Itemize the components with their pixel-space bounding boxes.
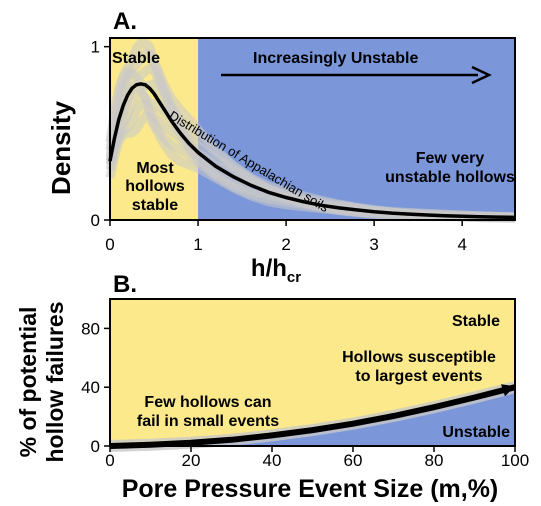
panel-a: 0 1 2 3 401 A. Stable Increasingly Unstable …: [46, 8, 516, 286]
x-tick-label-b-1: 20: [182, 451, 201, 470]
most-hollows-line3: stable: [132, 197, 178, 214]
x-tick-label-a-4: 4: [457, 235, 466, 254]
y-tick-label-b-2: 80: [81, 319, 100, 338]
few-unstable-line2: unstable hollows: [385, 169, 515, 186]
y-axis-title-b-line1: % of potential: [15, 307, 41, 458]
few-hollows-line2: fail in small events: [137, 413, 279, 430]
x-tick-label-a-1: 1: [193, 235, 202, 254]
x-axis-title-a-main: h/h: [251, 255, 287, 282]
x-tick-label-b-2: 40: [263, 451, 282, 470]
y-axis-title-a: Density: [46, 101, 76, 195]
unstable-region-b: [110, 387, 515, 446]
x-tick-label-a-2: 2: [281, 235, 290, 254]
most-hollows-line2: hollows: [125, 178, 185, 195]
y-axis-title-b-line2: hollow failures: [42, 301, 68, 462]
unstable-arrow-head: [471, 65, 492, 85]
x-tick-label-a-3: 3: [369, 235, 378, 254]
y-tick-label-b-1: 40: [81, 378, 100, 397]
x-axis-title-a: h/hcr: [251, 255, 301, 286]
unstable-arrow-label: Increasingly Unstable: [253, 50, 418, 67]
unstable-label-b: Unstable: [442, 424, 510, 441]
few-hollows-line1: Few hollows can: [144, 394, 271, 411]
soil-distribution-curve: [108, 82, 516, 220]
axis-ticks-b: 0 20 40 60 80 100 0 40 80: [81, 319, 529, 470]
x-axis-title-b: Pore Pressure Event Size (m,%): [122, 475, 499, 503]
boundary-curve-tip: [501, 384, 515, 397]
x-tick-label-b-4: 80: [425, 451, 444, 470]
boundary-curve: [109, 384, 516, 449]
panel-label-b: B.: [113, 271, 137, 298]
x-tick-label-b-5: 100: [501, 451, 529, 470]
most-hollows-line1: Most: [136, 160, 174, 177]
susceptible-line2: to largest events: [355, 368, 482, 385]
stable-label-b: Stable: [452, 313, 500, 330]
plot-frame-b: [109, 298, 516, 447]
few-unstable-line1: Few very: [416, 150, 485, 167]
x-tick-label-b-3: 60: [344, 451, 363, 470]
y-tick-label-a-1: 1: [91, 38, 100, 57]
susceptible-line1: Hollows susceptible: [342, 349, 496, 366]
panel-label-a: A.: [113, 8, 137, 35]
y-tick-label-a-0: 0: [91, 211, 100, 230]
panel-b: 0 20 40 60 80 100 0 40 80 B. Stable Hollows susc…: [15, 271, 529, 503]
x-axis-title-a-sub: cr: [287, 269, 301, 286]
stable-label-a: Stable: [112, 50, 160, 67]
plot-frame-a: [109, 37, 516, 221]
y-tick-label-b-0: 0: [91, 437, 100, 456]
x-tick-label-b-0: 0: [105, 451, 114, 470]
x-tick-label-a-0: 0: [105, 235, 114, 254]
axis-ticks-a: 0 1 2 3 4 0 1: [91, 38, 467, 254]
